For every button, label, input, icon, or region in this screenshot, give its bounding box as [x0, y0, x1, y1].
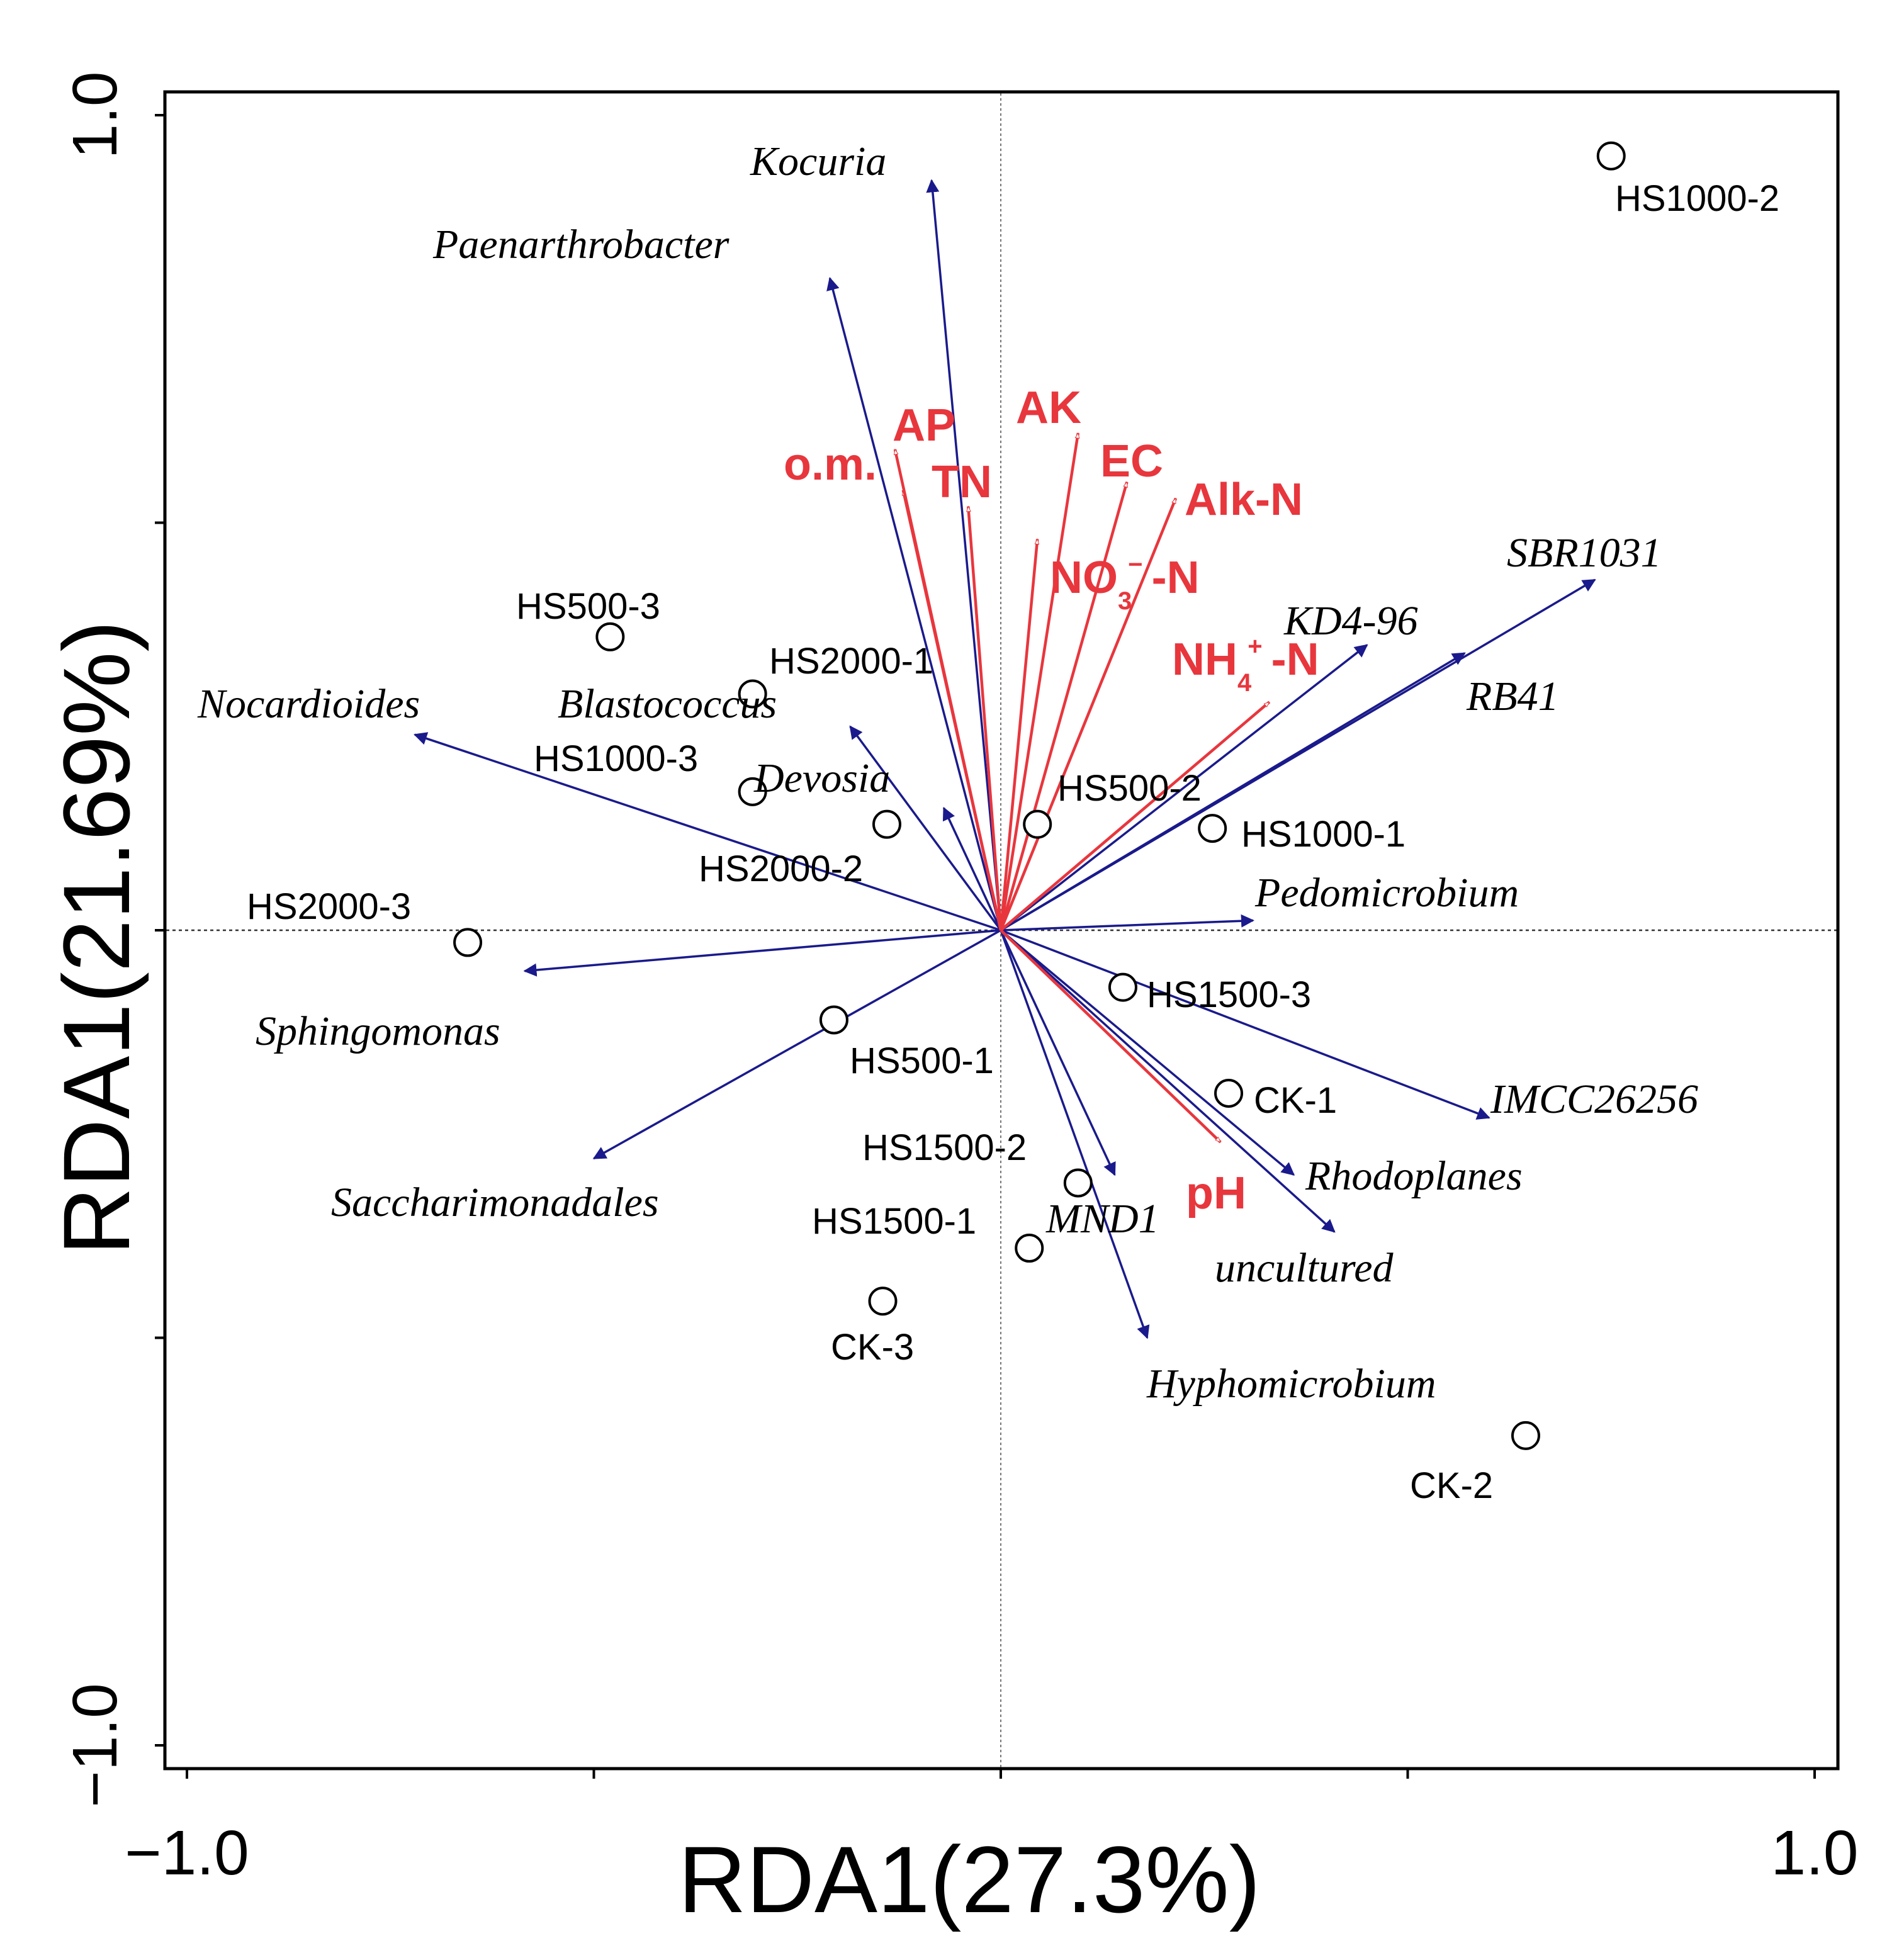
- sample-label-ck-2: CK-2: [1410, 1465, 1493, 1506]
- environmental-factor-labels: AP o.m. TN AK EC Alk-N NO3− -N NH4+ -N pH: [784, 383, 1319, 1219]
- species-label-imcc26256: IMCC26256: [1490, 1076, 1698, 1122]
- env-arrow-ak: [999, 433, 1078, 931]
- x-tick-label: 1.0: [1771, 1818, 1858, 1888]
- sample-label-hs1000-3: HS1000-3: [534, 738, 698, 779]
- sample-label-hs1000-1: HS1000-1: [1241, 814, 1405, 855]
- sample-label-hs500-3: HS500-3: [516, 586, 660, 627]
- env-arrow-no3-n: [999, 539, 1037, 931]
- sample-point-hs1500-2: [1063, 1168, 1093, 1198]
- species-label-blastococcus: Blastococcus: [558, 681, 777, 727]
- species-arrow-devosia: [942, 806, 1002, 931]
- sample-point-hs1000-3: [738, 777, 767, 806]
- sample-label-hs1500-2: HS1500-2: [862, 1127, 1027, 1168]
- sample-label-hs1000-2: HS1000-2: [1615, 178, 1779, 219]
- species-label-rhodoplanes: Rhodoplanes: [1305, 1153, 1523, 1199]
- species-label-rb41: RB41: [1466, 673, 1559, 719]
- environmental-factor-arrows: [893, 433, 1271, 1144]
- x-tick-label: −1.0: [125, 1818, 249, 1888]
- species-label-sbr1031: SBR1031: [1507, 530, 1662, 576]
- env-label-ph: pH: [1186, 1168, 1246, 1219]
- env-label-alk-n: Alk-N: [1185, 475, 1303, 525]
- species-arrow-blastococcus: [849, 725, 1002, 932]
- species-arrow-mnd1: [1000, 930, 1116, 1176]
- env-arrow-nh4-n: [1000, 701, 1271, 932]
- axis-ticks: [155, 114, 1816, 1779]
- species-arrow-sphingomonas: [523, 929, 1001, 977]
- species-label-hyphomicrobium: Hyphomicrobium: [1146, 1361, 1436, 1407]
- env-label-ak: AK: [1016, 383, 1081, 433]
- env-label-tn: TN: [932, 457, 992, 507]
- species-label-nocardioides: Nocardioides: [197, 681, 420, 727]
- species-label-kocuria: Kocuria: [750, 138, 886, 184]
- sample-point-hs500-1: [819, 1005, 848, 1035]
- sample-label-hs2000-1: HS2000-1: [769, 641, 933, 682]
- env-label-ec: EC: [1100, 436, 1163, 487]
- sample-point-hs1500-3: [1108, 972, 1137, 1002]
- species-arrow-hyphomicrobium: [1000, 930, 1150, 1339]
- species-label-saccharimonadales: Saccharimonadales: [331, 1179, 659, 1225]
- species-label-kd4-96: KD4-96: [1283, 598, 1418, 644]
- plot-frame: [163, 90, 1840, 1771]
- species-arrows: [414, 179, 1596, 1339]
- sample-point-hs1000-2: [1596, 141, 1626, 171]
- sample-label-hs500-2: HS500-2: [1057, 768, 1202, 809]
- sample-points: HS1000-2 HS500-3 HS2000-1 HS1000-3 HS2000-2 H…: [247, 141, 1779, 1506]
- sample-point-hs500-2: [1023, 809, 1052, 839]
- sample-label-hs2000-2: HS2000-2: [699, 848, 863, 889]
- env-label-o-m: o.m.: [784, 439, 877, 490]
- sample-label-hs2000-3: HS2000-3: [247, 886, 411, 927]
- y-tick-label: −1.0: [60, 1683, 130, 1807]
- species-label-devosia: Devosia: [753, 755, 890, 801]
- species-labels: Kocuria Paenarthrobacter SBR1031 KD4-96 RB41…: [197, 138, 1698, 1407]
- y-axis-title: RDA1(21.69%): [43, 621, 149, 1256]
- env-arrow-ph: [1000, 929, 1222, 1144]
- env-arrow-alk-n: [999, 498, 1178, 931]
- species-arrow-kocuria: [926, 179, 1002, 931]
- sample-point-hs2000-3: [453, 928, 483, 957]
- axis-tick-labels: −1.0 1.0 1.0 −1.0: [60, 71, 1859, 1888]
- species-label-paenarthrobacter: Paenarthrobacter: [432, 222, 729, 267]
- species-arrow-imcc26256: [1000, 929, 1490, 1120]
- species-label-sphingomonas: Sphingomonas: [256, 1008, 500, 1054]
- sample-point-hs1000-1: [1198, 814, 1227, 843]
- species-arrow-kd4-96: [1000, 644, 1368, 932]
- env-arrow-o-m: [893, 449, 1003, 931]
- x-axis-title: RDA1(27.3%): [678, 1827, 1260, 1932]
- sample-label-hs1500-3: HS1500-3: [1147, 974, 1311, 1015]
- sample-point-hs1500-1: [1015, 1234, 1044, 1263]
- sample-label-hs500-1: HS500-1: [850, 1040, 994, 1081]
- sample-point-hs500-3: [595, 622, 625, 651]
- species-arrow-pedomicrobium: [1000, 914, 1254, 932]
- sample-label-hs1500-1: HS1500-1: [812, 1201, 976, 1242]
- y-tick-label: 1.0: [60, 71, 130, 159]
- species-label-mnd1: MND1: [1045, 1196, 1159, 1242]
- species-arrow-nocardioides: [414, 732, 1001, 932]
- env-label-ap: AP: [893, 400, 955, 451]
- sample-label-ck-1: CK-1: [1254, 1080, 1337, 1121]
- species-label-pedomicrobium: Pedomicrobium: [1254, 870, 1519, 916]
- sample-point-ck-2: [1511, 1421, 1540, 1450]
- species-label-uncultured: uncultured: [1215, 1245, 1394, 1291]
- species-arrow-rhodoplanes: [1000, 929, 1295, 1176]
- sample-label-ck-3: CK-3: [831, 1327, 914, 1368]
- sample-point-hs2000-2: [872, 809, 901, 839]
- species-arrow-uncultured: [1000, 929, 1336, 1233]
- species-arrow-rb41: [1000, 652, 1466, 932]
- sample-point-ck-1: [1214, 1079, 1244, 1108]
- env-label-no3-n: NO3− -N: [1050, 551, 1200, 615]
- species-arrow-saccharimonadales: [592, 929, 1001, 1160]
- env-arrow-ec: [999, 482, 1129, 931]
- env-arrow-tn: [968, 507, 1003, 931]
- sample-point-ck-3: [868, 1286, 898, 1316]
- species-arrow-paenarthrobacter: [826, 276, 1002, 931]
- env-label-nh4-n: NH4+ -N: [1172, 633, 1319, 697]
- sample-point-hs2000-1: [738, 679, 767, 709]
